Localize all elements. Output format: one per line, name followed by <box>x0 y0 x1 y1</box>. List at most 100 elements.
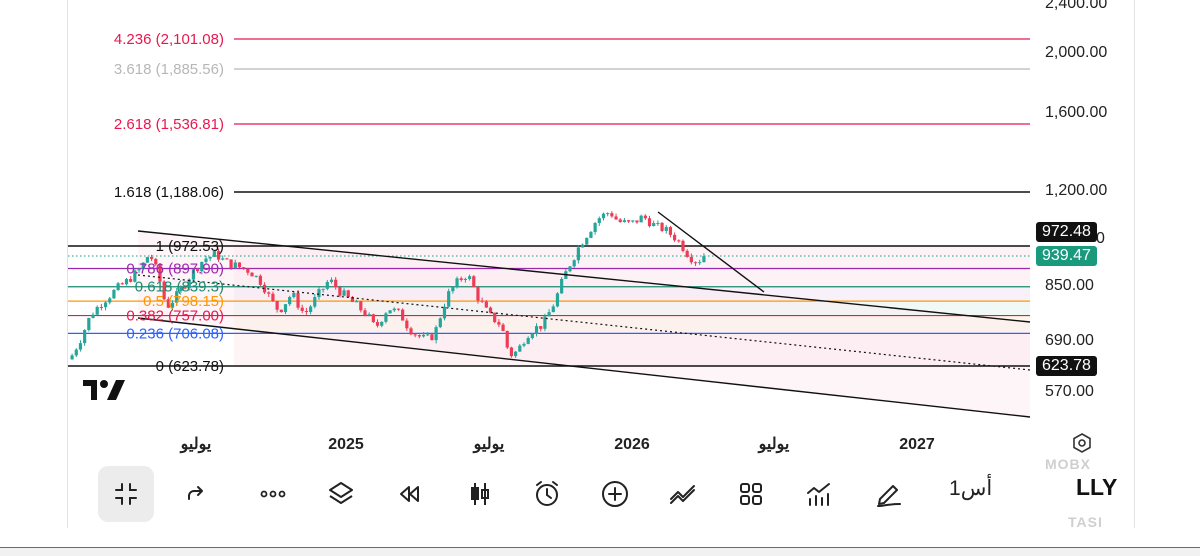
candle-body[interactable] <box>622 220 627 223</box>
candle-body[interactable] <box>325 282 329 289</box>
candle-body[interactable] <box>472 276 476 288</box>
candle-body[interactable] <box>647 218 652 227</box>
candle-body[interactable] <box>363 310 367 316</box>
candle-body[interactable] <box>250 272 254 277</box>
candle-body[interactable] <box>129 279 133 282</box>
candle-body[interactable] <box>112 290 116 299</box>
candle-body[interactable] <box>83 329 87 344</box>
candle-body[interactable] <box>137 268 141 271</box>
candle-body[interactable] <box>677 240 681 242</box>
candle-body[interactable] <box>124 279 129 285</box>
candle-body[interactable] <box>639 215 643 223</box>
candle-body[interactable] <box>526 338 530 344</box>
candle-body[interactable] <box>689 256 693 263</box>
candles-button[interactable] <box>452 466 508 522</box>
candle-body[interactable] <box>350 297 355 302</box>
candle-body[interactable] <box>133 270 137 282</box>
candle-body[interactable] <box>693 262 698 264</box>
symbol-button[interactable]: LLY <box>1076 474 1118 500</box>
candle-body[interactable] <box>593 223 597 233</box>
candle-body[interactable] <box>200 261 204 272</box>
candle-body[interactable] <box>183 287 187 289</box>
candle-body[interactable] <box>99 306 103 308</box>
candle-body[interactable] <box>279 309 283 313</box>
channel-lower-line[interactable] <box>137 317 1031 418</box>
candle-body[interactable] <box>221 258 225 260</box>
candle-body[interactable] <box>342 290 346 296</box>
candle-body[interactable] <box>308 306 313 312</box>
candle-body[interactable] <box>296 292 300 308</box>
candle-body[interactable] <box>359 301 363 311</box>
collapse-button[interactable] <box>98 466 154 522</box>
candle-body[interactable] <box>254 275 258 277</box>
candle-body[interactable] <box>237 262 242 268</box>
candle-body[interactable] <box>522 343 526 346</box>
candle-body[interactable] <box>426 334 430 336</box>
candle-body[interactable] <box>597 218 601 224</box>
candle-body[interactable] <box>70 355 74 360</box>
candle-body[interactable] <box>509 347 514 357</box>
candle-body[interactable] <box>539 326 543 329</box>
candle-body[interactable] <box>225 258 229 260</box>
candle-body[interactable] <box>317 289 321 298</box>
candle-body[interactable] <box>505 331 509 348</box>
chart-settings-icon[interactable] <box>1073 433 1091 453</box>
candle-body[interactable] <box>530 333 534 339</box>
candle-body[interactable] <box>392 308 396 311</box>
candle-body[interactable] <box>401 309 405 321</box>
candle-body[interactable] <box>108 298 112 303</box>
compare-button[interactable] <box>655 466 711 522</box>
candle-body[interactable] <box>271 293 275 302</box>
candle-body[interactable] <box>488 307 493 313</box>
candle-body[interactable] <box>702 256 706 263</box>
candle-body[interactable] <box>267 292 271 294</box>
candle-body[interactable] <box>589 232 593 238</box>
candle-body[interactable] <box>141 262 145 269</box>
candle-body[interactable] <box>242 267 246 269</box>
candle-body[interactable] <box>484 301 488 308</box>
candle-body[interactable] <box>501 324 505 332</box>
candle-body[interactable] <box>673 234 677 241</box>
candle-body[interactable] <box>162 281 166 300</box>
candle-body[interactable] <box>664 227 668 231</box>
candle-body[interactable] <box>233 262 237 269</box>
candle-body[interactable] <box>103 302 108 308</box>
candle-body[interactable] <box>396 308 401 310</box>
channel-upper-line[interactable] <box>137 230 1031 323</box>
candle-body[interactable] <box>149 257 154 259</box>
candle-body[interactable] <box>442 306 447 319</box>
candle-body[interactable] <box>91 314 95 318</box>
candle-body[interactable] <box>568 266 572 272</box>
candle-body[interactable] <box>580 244 585 248</box>
candle-body[interactable] <box>543 316 547 329</box>
candle-body[interactable] <box>681 240 685 251</box>
candle-body[interactable] <box>371 314 375 323</box>
candle-body[interactable] <box>196 269 200 272</box>
candle-body[interactable] <box>329 279 334 283</box>
rewind-button[interactable] <box>381 466 437 522</box>
candle-body[interactable] <box>175 291 179 303</box>
candle-body[interactable] <box>413 334 417 336</box>
candle-body[interactable] <box>74 349 78 356</box>
candle-body[interactable] <box>204 258 208 262</box>
candle-body[interactable] <box>321 288 325 290</box>
candle-body[interactable] <box>660 222 664 231</box>
candle-body[interactable] <box>338 287 342 296</box>
candle-body[interactable] <box>409 328 413 335</box>
candle-body[interactable] <box>560 278 564 294</box>
candle-body[interactable] <box>120 283 124 285</box>
candle-body[interactable] <box>643 215 647 219</box>
candle-body[interactable] <box>463 278 468 280</box>
candle-body[interactable] <box>375 322 380 326</box>
candle-body[interactable] <box>626 220 631 222</box>
candle-body[interactable] <box>292 292 296 298</box>
candle-body[interactable] <box>208 256 212 259</box>
candle-body[interactable] <box>300 307 304 312</box>
candle-body[interactable] <box>668 227 673 235</box>
candle-body[interactable] <box>698 262 702 264</box>
candle-body[interactable] <box>229 259 233 269</box>
price-chart[interactable]: 4.236 (2,101.08) 3.618 (1,885.56) 2.618 (1… <box>0 0 1200 460</box>
candle-body[interactable] <box>438 318 442 328</box>
redo-button[interactable] <box>167 466 223 522</box>
candle-body[interactable] <box>421 334 426 337</box>
